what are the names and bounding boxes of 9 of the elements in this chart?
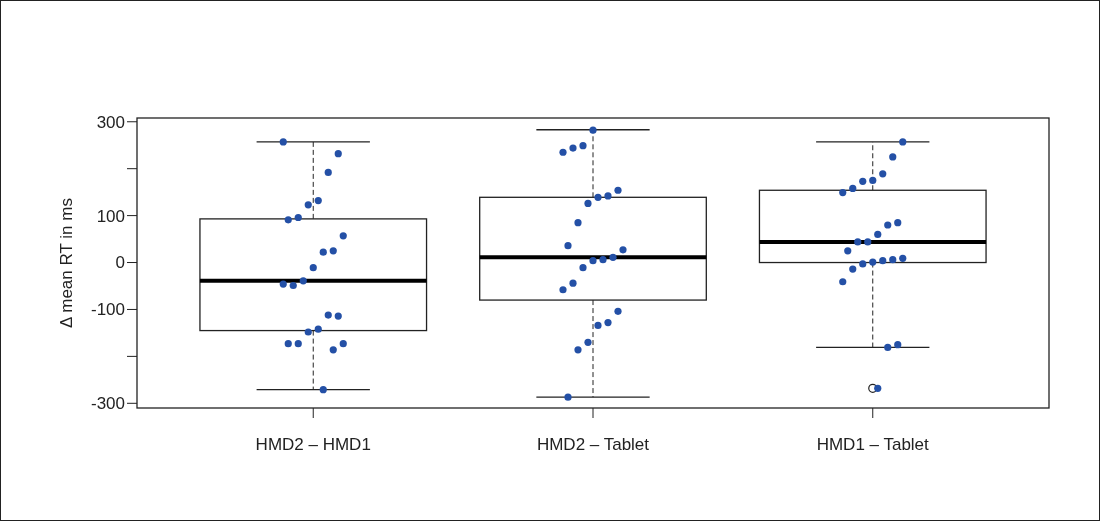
x-tick-label: HMD2 – HMD1 <box>255 435 371 454</box>
x-tick-label: HMD2 – Tablet <box>536 435 650 454</box>
y-tick-label: 100 <box>96 206 125 226</box>
y-tick-label: -100 <box>90 300 125 320</box>
y-tick-label: 300 <box>96 112 125 132</box>
y-tick-label: 0 <box>115 253 125 273</box>
y-axis-title: Δ mean RT in ms <box>57 198 76 328</box>
y-tick-label: -300 <box>90 394 125 414</box>
x-tick-label: HMD1 – Tablet <box>816 435 930 454</box>
